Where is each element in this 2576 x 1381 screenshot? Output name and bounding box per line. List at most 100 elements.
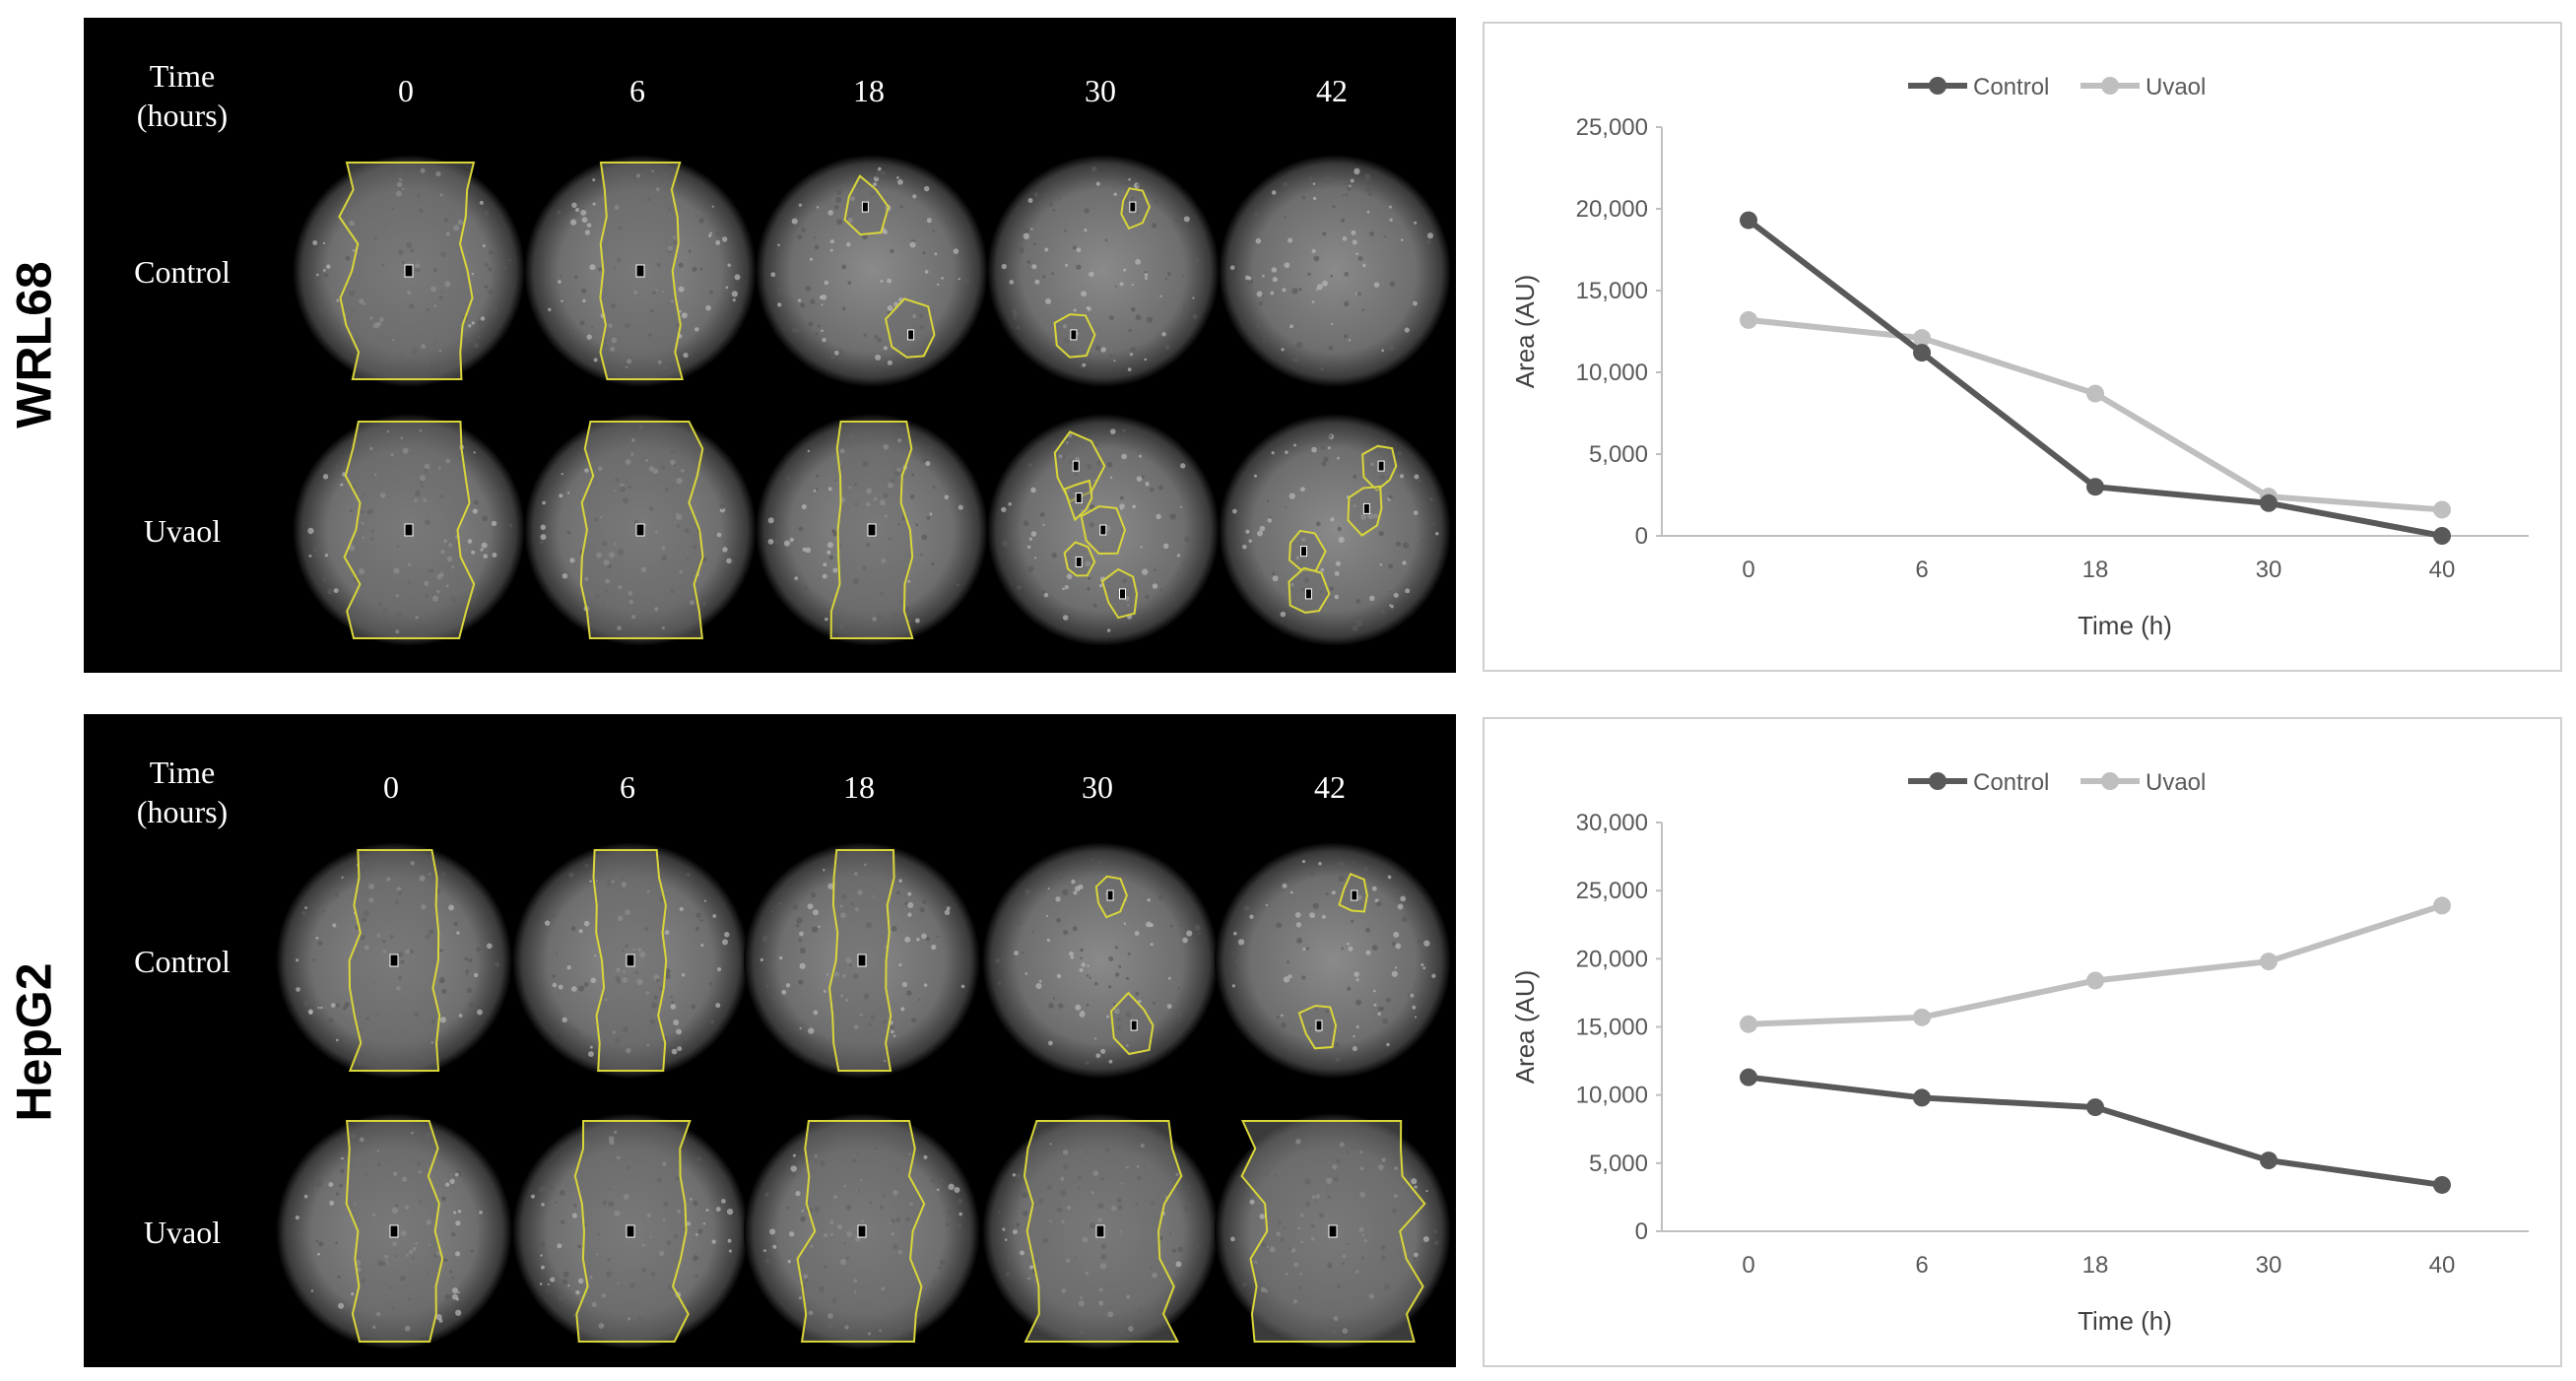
data-point xyxy=(2433,896,2451,915)
cell-line-label: HepG2 xyxy=(7,961,63,1122)
legend: Control Uvaol xyxy=(1908,769,2206,796)
x-axis-label: Time (h) xyxy=(2078,1306,2172,1336)
time-point-label: 42 xyxy=(1316,73,1348,108)
legend-label: Control xyxy=(1973,769,2049,796)
micrograph-well xyxy=(293,414,525,646)
legend-label: Uvaol xyxy=(2146,74,2206,100)
y-tick-label: 15,000 xyxy=(1576,278,1648,304)
micrograph-well xyxy=(524,414,757,646)
micrograph-well xyxy=(512,842,749,1079)
micrograph-well xyxy=(293,155,525,387)
series-line xyxy=(1748,902,2443,1027)
data-point xyxy=(1740,310,1757,329)
micrograph-well xyxy=(982,1113,1219,1349)
series-line xyxy=(1748,1074,2443,1188)
micrograph-well xyxy=(756,414,988,646)
micrograph-well xyxy=(744,1113,980,1349)
y-tick-label: 15,000 xyxy=(1576,1015,1648,1041)
y-axis-label: Area (AU) xyxy=(1510,275,1540,389)
x-tick-label: 0 xyxy=(1742,557,1754,583)
data-point xyxy=(1740,1015,1757,1033)
data-point xyxy=(2086,384,2104,403)
data-point xyxy=(1913,344,1931,362)
time-header-units: (hours) xyxy=(137,794,228,829)
data-point xyxy=(2433,527,2451,545)
x-tick-label: 40 xyxy=(2429,557,2456,583)
micrograph-well xyxy=(1215,842,1451,1079)
time-point-label: 30 xyxy=(1082,769,1113,805)
micrograph-panel-wrl68: Time (hours) 0 6 18 30 42 Control Uvaol xyxy=(84,18,1456,673)
y-tick-label: 25,000 xyxy=(1576,878,1648,904)
y-tick-label: 5,000 xyxy=(1589,441,1648,468)
legend-marker xyxy=(1929,772,1947,790)
x-tick-label: 30 xyxy=(2256,1252,2282,1279)
data-point xyxy=(1740,211,1757,230)
line-chart-wrl68: 0 5,000 10,000 15,000 20,000 25,000 0 6 18 30 40 Ti… xyxy=(1483,22,2562,672)
legend-marker xyxy=(1929,77,1947,95)
micrograph-well xyxy=(1219,414,1451,646)
micrograph-well xyxy=(987,155,1220,387)
time-header-label: Time xyxy=(150,755,215,790)
cell-line-label: WRL68 xyxy=(7,261,62,428)
x-tick-label: 18 xyxy=(2082,557,2109,583)
condition-label-uvaol: Uvaol xyxy=(144,513,221,549)
micrograph-well xyxy=(1215,1113,1451,1349)
series-uvaol xyxy=(1740,896,2451,1033)
data-point xyxy=(2260,1151,2278,1170)
micrograph-well xyxy=(276,1113,512,1349)
micrograph-panel-hepg2: Time (hours) 0 6 18 30 42 Control Uvaol xyxy=(84,714,1456,1367)
y-tick-label: 30,000 xyxy=(1576,810,1648,836)
y-axis-label: Area (AU) xyxy=(1510,970,1540,1085)
micrograph-well xyxy=(524,155,757,387)
data-point xyxy=(1913,329,1931,348)
y-tick-label: 5,000 xyxy=(1589,1151,1648,1177)
data-point xyxy=(2086,1098,2104,1117)
x-tick-label: 18 xyxy=(2082,1252,2109,1279)
x-axis-label: Time (h) xyxy=(2078,611,2172,640)
line-chart-hepg2: 0 5,000 10,000 15,000 20,000 25,000 30,000 0 6 18… xyxy=(1483,717,2562,1367)
condition-label-control: Control xyxy=(134,944,231,979)
legend-marker xyxy=(2101,772,2119,790)
time-point-label: 18 xyxy=(853,73,885,108)
series-control xyxy=(1740,211,2451,545)
series-control xyxy=(1740,1068,2451,1194)
y-tick-label: 10,000 xyxy=(1576,360,1648,386)
time-header-units: (hours) xyxy=(137,98,228,133)
x-tick-label: 6 xyxy=(1915,1252,1928,1279)
micrograph-well xyxy=(987,414,1220,646)
time-point-label: 6 xyxy=(620,769,635,805)
micrograph-well xyxy=(756,155,988,387)
legend: Control Uvaol xyxy=(1908,74,2206,100)
y-tick-label: 0 xyxy=(1635,523,1648,550)
micrograph-well xyxy=(744,842,980,1079)
data-point xyxy=(1740,1068,1757,1086)
micrograph-well xyxy=(982,842,1219,1079)
time-point-label: 6 xyxy=(629,73,645,108)
data-point xyxy=(2086,478,2104,496)
time-point-label: 30 xyxy=(1085,73,1116,108)
y-tick-label: 25,000 xyxy=(1576,114,1648,141)
time-point-label: 0 xyxy=(383,769,399,805)
legend-marker xyxy=(2101,77,2119,95)
condition-label-uvaol: Uvaol xyxy=(144,1215,221,1250)
time-header-label: Time xyxy=(150,58,215,94)
micrograph-well xyxy=(1219,155,1451,387)
data-point xyxy=(2260,953,2278,971)
y-tick-label: 20,000 xyxy=(1576,196,1648,223)
legend-label: Control xyxy=(1973,74,2049,100)
x-tick-label: 6 xyxy=(1915,557,1928,583)
data-point xyxy=(2086,971,2104,990)
micrograph-well xyxy=(512,1113,749,1349)
legend-label: Uvaol xyxy=(2146,769,2206,796)
micrograph-well xyxy=(276,842,512,1079)
time-point-label: 18 xyxy=(843,769,875,805)
data-point xyxy=(2433,1175,2451,1194)
data-point xyxy=(2433,500,2451,519)
data-point xyxy=(1913,1008,1931,1026)
time-point-label: 42 xyxy=(1314,769,1346,805)
x-tick-label: 30 xyxy=(2256,557,2282,583)
time-point-label: 0 xyxy=(398,73,414,108)
y-tick-label: 0 xyxy=(1635,1218,1648,1245)
condition-label-control: Control xyxy=(134,254,231,290)
x-tick-label: 40 xyxy=(2429,1252,2456,1279)
